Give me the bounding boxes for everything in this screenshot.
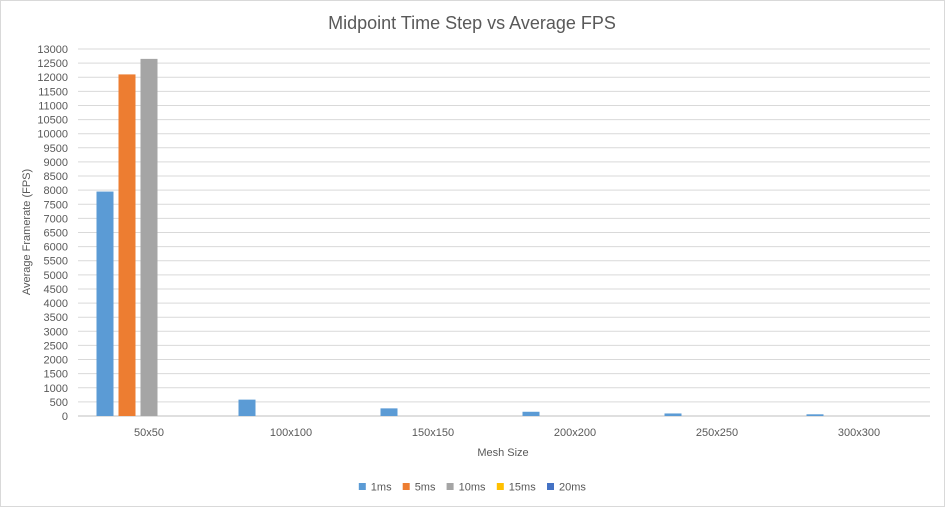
bar-10ms-50x50	[140, 58, 158, 416]
bars	[96, 58, 824, 417]
y-axis-ticks: 0 500 1000 1500 2000 2500 3000 3500 4000 4500 5000…	[37, 44, 68, 423]
y-tick-label: 7000	[44, 213, 68, 225]
bar-1ms-250x250	[664, 413, 682, 416]
x-tick-label: 250x250	[696, 427, 738, 439]
gridlines	[78, 48, 930, 417]
y-tick-label: 11500	[38, 86, 68, 98]
y-tick-label: 5500	[44, 256, 68, 268]
y-axis-title: Average Framerate (FPS)	[21, 169, 33, 295]
y-tick-label: 6500	[44, 228, 68, 240]
legend-swatch-1ms	[358, 483, 366, 490]
y-tick-label: 7500	[44, 199, 68, 211]
y-tick-label: 12000	[37, 72, 68, 84]
y-tick-label: 4000	[44, 298, 68, 310]
x-tick-label: 300x300	[838, 427, 880, 439]
y-tick-label: 13000	[37, 44, 68, 56]
y-tick-label: 4500	[44, 284, 68, 296]
legend-swatch-20ms	[547, 483, 554, 490]
x-tick-label: 50x50	[134, 427, 164, 439]
legend: 1ms 5ms 10ms 15ms 20ms	[358, 482, 586, 494]
bar-5ms-50x50	[118, 74, 136, 417]
x-tick-label: 150x150	[412, 427, 454, 439]
bar-1ms-150x150	[380, 408, 398, 416]
x-tick-label: 100x100	[270, 427, 312, 439]
legend-swatch-10ms	[446, 483, 454, 490]
x-tick-label: 200x200	[554, 427, 596, 439]
y-tick-label: 8500	[44, 171, 68, 183]
bar-1ms-300x300	[806, 414, 824, 416]
legend-swatch-15ms	[496, 483, 504, 490]
legend-label-20ms: 20ms	[559, 482, 586, 494]
legend-label-5ms: 5ms	[415, 482, 436, 494]
y-tick-label: 6000	[44, 242, 68, 254]
y-tick-label: 3500	[44, 312, 68, 324]
y-tick-label: 11000	[38, 100, 68, 112]
legend-label-15ms: 15ms	[509, 482, 536, 494]
y-tick-label: 8000	[44, 185, 68, 197]
chart-title: Midpoint Time Step vs Average FPS	[328, 13, 616, 33]
legend-label-10ms: 10ms	[459, 482, 486, 494]
y-tick-label: 2500	[44, 340, 68, 352]
y-tick-label: 12500	[37, 58, 68, 70]
y-tick-label: 9500	[44, 143, 68, 155]
y-tick-label: 1000	[44, 383, 68, 395]
y-tick-label: 2000	[44, 355, 68, 367]
legend-label-1ms: 1ms	[371, 482, 392, 494]
y-tick-label: 500	[50, 397, 68, 409]
bar-1ms-50x50	[96, 191, 114, 416]
bar-1ms-200x200	[522, 411, 540, 416]
y-tick-label: 5000	[44, 270, 68, 282]
y-tick-label: 10500	[37, 115, 68, 127]
y-tick-label: 0	[62, 411, 68, 423]
y-tick-label: 9000	[44, 157, 68, 169]
y-tick-label: 10000	[37, 129, 68, 141]
y-tick-label: 3000	[44, 326, 68, 338]
legend-swatch-5ms	[402, 483, 410, 490]
x-axis-ticks: 50x50 100x100 150x150 200x200 250x250 300x300	[134, 427, 880, 439]
y-tick-label: 1500	[44, 369, 68, 381]
x-axis-title: Mesh Size	[477, 447, 528, 459]
bar-1ms-100x100	[238, 399, 256, 416]
